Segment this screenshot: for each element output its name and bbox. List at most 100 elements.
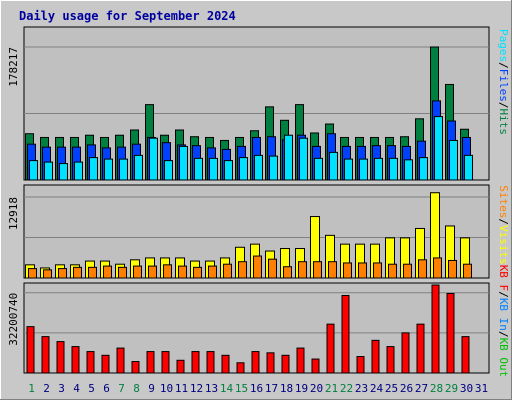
bar-kb-f [371,339,380,374]
bar-pages [329,151,338,181]
bar-pages [74,161,83,181]
bar-sites [133,265,142,279]
x-tick-label: 25 [385,382,398,395]
bar-sites [43,269,52,279]
x-tick-label: 21 [325,382,338,395]
bar-pages [29,160,38,181]
bar-kb-f [446,292,455,374]
bar-sites [103,265,112,279]
legend-panel-2: Sites/Visits [497,185,510,265]
legend-entry: Files [497,69,510,102]
bar-sites [118,266,127,279]
x-tick-label: 16 [250,382,263,395]
bar-sites [73,266,82,279]
bar-kb-f [326,323,335,374]
x-tick-label: 29 [445,382,458,395]
bar-pages [449,139,458,181]
bar-kb-f [176,359,185,374]
bar-pages [389,157,398,181]
x-tick-label: 13 [205,382,218,395]
x-tick-label: 23 [355,382,368,395]
y-tick-label: 12918 [7,197,20,230]
x-tick-label: 27 [415,382,428,395]
x-tick-label: 14 [220,382,234,395]
bar-sites [298,261,307,279]
bar-pages [239,157,248,181]
bar-pages [134,154,143,181]
bar-kb-f [461,336,470,374]
bar-sites [448,259,457,279]
y-tick-label: 32200740 [7,293,20,346]
bar-pages [374,157,383,181]
bar-kb-f [266,352,275,374]
bar-kb-f [431,284,440,374]
x-tick-label: 11 [175,382,188,395]
bar-pages [89,157,98,181]
bar-sites [373,262,382,279]
x-tick-label: 19 [295,382,308,395]
x-tick-label: 8 [133,382,140,395]
bar-sites [28,268,37,279]
bar-kb-f [71,346,80,374]
legend-entry: KB Out [497,338,510,378]
bar-pages [434,116,443,181]
legend-entry: Sites [497,185,510,218]
chart-panels: 1782171291832200740Pages/Files/HitsSites… [7,26,510,395]
bar-sites [253,255,262,279]
bar-kb-f [101,354,110,374]
legend-entry: KB In [497,298,510,331]
bar-pages [359,158,368,181]
bar-sites [418,259,427,279]
bar-pages [194,157,203,181]
x-tick-label: 31 [475,382,488,395]
x-tick-label: 10 [160,382,173,395]
bar-pages [314,157,323,181]
bar-pages [164,160,173,181]
legend-entry: Pages [497,29,510,62]
bar-sites [343,262,352,279]
bar-pages [254,154,263,181]
bar-pages [464,154,473,181]
bar-sites [223,263,232,279]
bar-kb-f [221,354,230,374]
bar-pages [104,158,113,181]
x-tick-label: 2 [43,382,50,395]
bar-kb-f [131,361,140,374]
bar-pages [209,157,218,181]
legend-entry: KB F [497,265,510,292]
bar-kb-f [146,351,155,374]
bar-pages [284,134,293,181]
bar-sites [283,266,292,279]
legend-entry: / [497,62,510,69]
bar-kb-f [41,336,50,374]
bar-pages [419,157,428,181]
bar-kb-f [281,354,290,374]
legend-entry: Visits [497,225,510,265]
x-tick-label: 22 [340,382,353,395]
x-tick-label: 20 [310,382,323,395]
bar-sites [313,261,322,279]
bar-sites [403,263,412,279]
bar-pages [404,159,413,181]
legend-entry: / [497,218,510,225]
x-tick-label: 7 [118,382,125,395]
x-tick-label: 1 [28,382,35,395]
bar-sites [463,263,472,279]
bar-pages [149,137,158,181]
bar-pages [44,161,53,181]
bar-pages [269,155,278,181]
legend-entry: Hits [497,109,510,136]
x-tick-label: 5 [88,382,95,395]
bar-kb-f [296,347,305,374]
bar-kb-f [251,351,260,374]
bar-sites [178,265,187,279]
x-tick-label: 9 [148,382,155,395]
bar-sites [88,266,97,279]
x-tick-label: 24 [370,382,384,395]
bar-sites [433,257,442,279]
bar-sites [163,264,172,279]
bar-kb-f [116,347,125,374]
bar-sites [268,258,277,279]
